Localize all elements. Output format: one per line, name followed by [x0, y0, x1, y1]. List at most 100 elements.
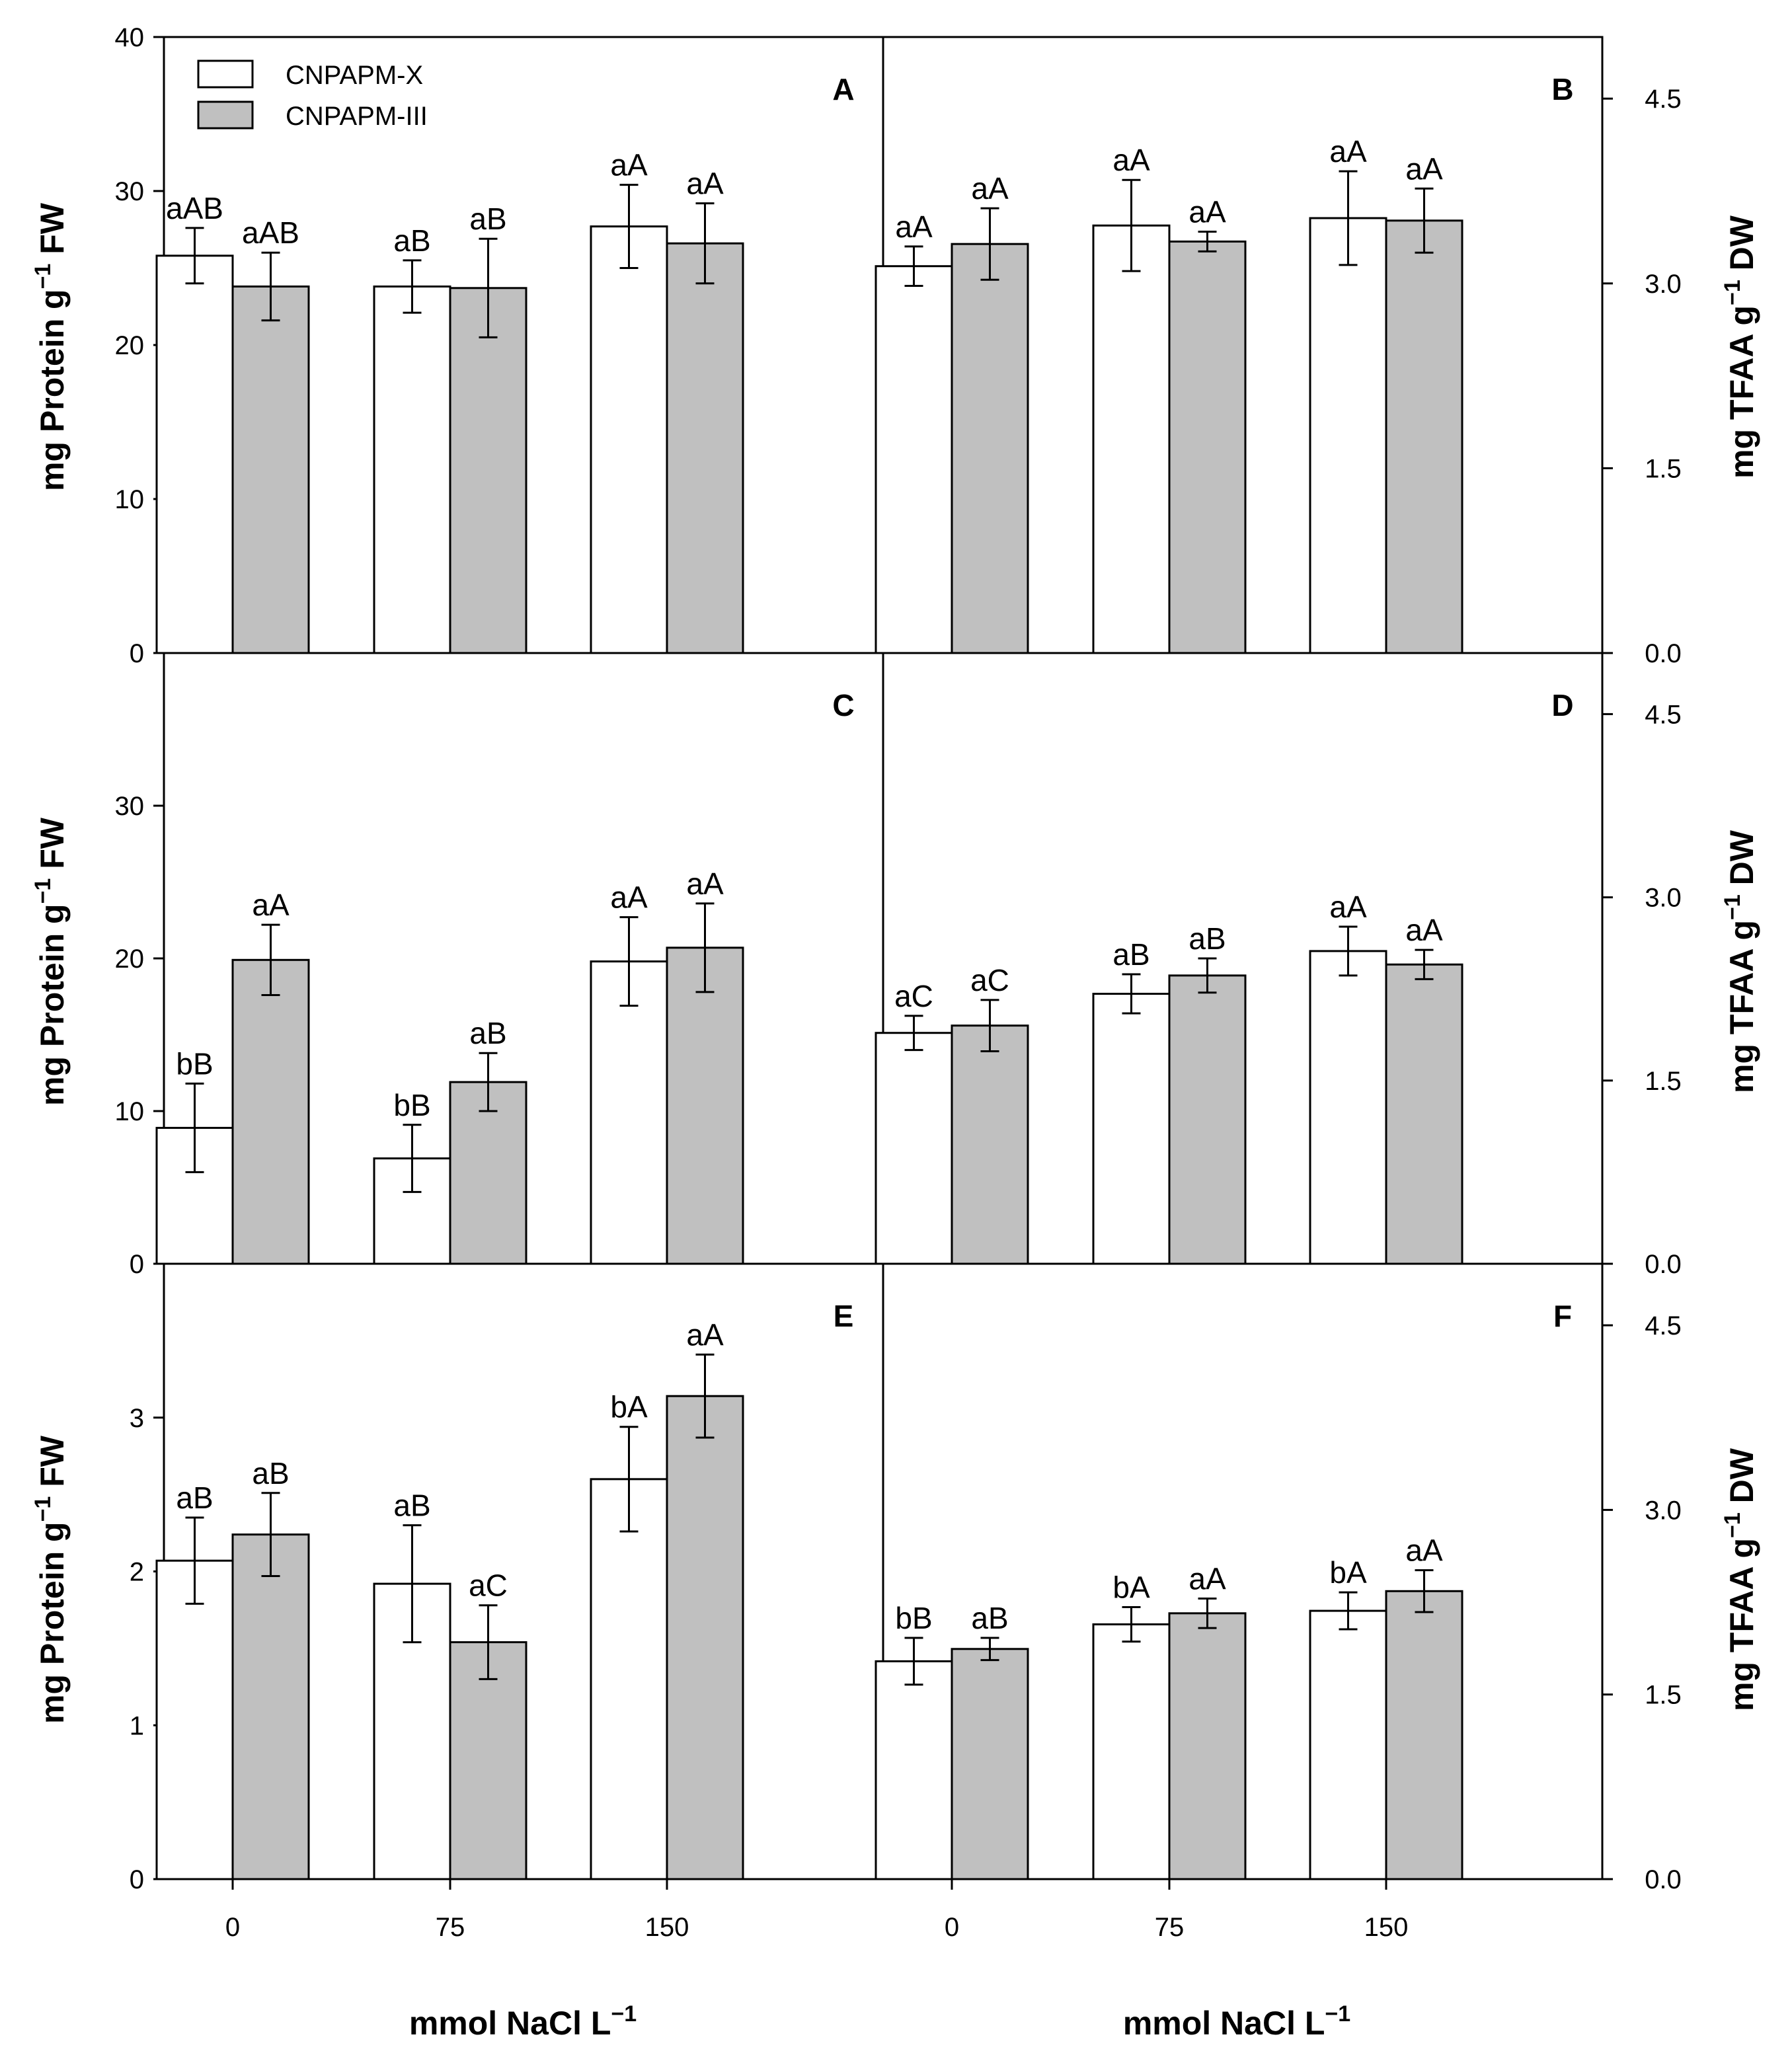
svg-text:mg Protein g−1 FW: mg Protein g−1 FW	[30, 202, 71, 491]
y-tick-label: 4.5	[1645, 700, 1682, 729]
y-tick-label: 3.0	[1645, 270, 1682, 299]
y-tick-label: 1.5	[1645, 454, 1682, 483]
significance-label: bA	[1112, 1570, 1150, 1604]
bar	[951, 1648, 1029, 1880]
y-axis-title-left-middle: mg Protein g−1 FW	[30, 817, 71, 1106]
significance-label: bB	[176, 1046, 213, 1081]
y-axis-title-left-bottom: mg Protein g−1 FW	[30, 1435, 71, 1724]
panel-letter-a: A	[832, 72, 854, 106]
significance-label: aA	[1329, 134, 1367, 169]
xlabel-left-main: mmol NaCl L	[409, 2005, 611, 2042]
ylabel-right-tail: DW	[1723, 215, 1760, 280]
svg-text:mg TFAA g−1 DW: mg TFAA g−1 DW	[1720, 215, 1760, 479]
bar	[875, 265, 953, 654]
y-tick-label: 20	[115, 945, 145, 974]
bar	[1309, 1609, 1387, 1880]
bar	[1092, 1623, 1171, 1880]
panel-f: 0.0 1.5 3.0 4.5 0 75 150 bB bA bA aB aA aA F	[875, 1262, 1682, 1942]
y-tick-label: 0.0	[1645, 639, 1682, 668]
panel-letter-c: C	[832, 688, 854, 722]
bar	[1168, 974, 1247, 1265]
y-tick-label: 10	[115, 1097, 145, 1126]
bar	[951, 243, 1029, 654]
y-tick-label: 0	[130, 639, 144, 668]
ylabel-left-main: mg Protein g	[34, 904, 71, 1106]
bar	[1385, 1590, 1463, 1880]
panel-e: 0 1 2 3 0 75 150 aB aB bA aB aC aA E	[130, 1262, 884, 1942]
significance-label: aA	[686, 867, 724, 901]
significance-label: aB	[393, 1488, 430, 1523]
ylabel-right-sup: −1	[1720, 894, 1745, 920]
significance-label: aA	[1405, 151, 1443, 186]
ylabel-left-sup: −1	[30, 264, 56, 290]
bar	[666, 946, 744, 1265]
panel-b: 0.0 1.5 3.0 4.5 aA aA aA aA aA aA B	[875, 36, 1682, 668]
significance-label: aAB	[166, 191, 223, 225]
significance-label: aA	[1405, 1533, 1443, 1568]
svg-text:mg Protein g−1 FW: mg Protein g−1 FW	[30, 1435, 71, 1724]
ylabel-right-main: mg TFAA g	[1723, 1538, 1760, 1711]
y-tick-label: 0.0	[1645, 1250, 1682, 1279]
x-tick-label: 0	[225, 1913, 240, 1942]
ylabel-right-sup: −1	[1720, 280, 1745, 305]
panel-d: 0.0 1.5 3.0 4.5 aC aB aA aC aB aA D	[875, 652, 1682, 1279]
significance-label: aB	[393, 223, 430, 258]
significance-label: bA	[610, 1390, 648, 1424]
y-tick-label: 3	[130, 1404, 144, 1433]
significance-label: aB	[1112, 937, 1149, 972]
legend-label-cnpapm-iii: CNPAPM-III	[286, 102, 428, 131]
bar	[1168, 1612, 1247, 1880]
significance-label: aA	[1188, 195, 1226, 229]
significance-label: aC	[894, 979, 933, 1013]
y-tick-label: 1.5	[1645, 1067, 1682, 1096]
ylabel-right-tail: DW	[1723, 830, 1760, 894]
y-tick-label: 30	[115, 177, 145, 206]
x-tick-label: 150	[1364, 1913, 1409, 1942]
significance-label: aA	[686, 1317, 724, 1352]
bar	[373, 285, 451, 654]
legend-label-cnpapm-x: CNPAPM-X	[286, 61, 423, 90]
ylabel-left-main: mg Protein g	[34, 1522, 71, 1724]
bar	[1092, 993, 1171, 1265]
x-axis-title-left: mmol NaCl L−1	[409, 2001, 637, 2042]
significance-label: bA	[1329, 1555, 1367, 1590]
svg-text:mg Protein g−1 FW: mg Protein g−1 FW	[30, 817, 71, 1106]
xlabel-right-sup: −1	[1325, 2001, 1350, 2027]
significance-label: aA	[1405, 913, 1443, 947]
significance-label: aC	[970, 963, 1009, 997]
bar	[1385, 963, 1463, 1265]
ylabel-right-main: mg TFAA g	[1723, 305, 1760, 479]
bar	[666, 242, 744, 654]
x-axis-title-right: mmol NaCl L−1	[1123, 2001, 1350, 2042]
ylabel-left-tail: FW	[34, 817, 71, 878]
x-tick-label: 150	[645, 1913, 689, 1942]
bar	[590, 1478, 668, 1880]
bar	[231, 1533, 310, 1880]
y-tick-label: 4.5	[1645, 1311, 1682, 1340]
x-tick-label: 75	[1155, 1913, 1185, 1942]
bar	[1092, 224, 1171, 654]
y-tick-label: 0	[130, 1250, 144, 1279]
y-axis-title-left-top: mg Protein g−1 FW	[30, 202, 71, 491]
significance-label: aB	[469, 202, 506, 236]
bar	[449, 287, 527, 654]
y-tick-label: 4.5	[1645, 85, 1682, 114]
ylabel-right-sup: −1	[1720, 1512, 1745, 1538]
svg-text:mg TFAA g−1 DW: mg TFAA g−1 DW	[1720, 1448, 1760, 1711]
y-tick-label: 1	[130, 1711, 144, 1740]
bar	[155, 254, 234, 654]
panel-a: 0 10 20 30 40 aAB aB aA aAB aB aA A	[115, 23, 884, 668]
significance-label: aB	[252, 1456, 289, 1490]
panel-letter-d: D	[1551, 688, 1573, 722]
bar	[1309, 950, 1387, 1265]
ylabel-right-main: mg TFAA g	[1723, 920, 1760, 1093]
bar	[666, 1395, 744, 1880]
legend-swatch-cnpapm-iii	[197, 100, 254, 130]
ylabel-left-sup: −1	[30, 1496, 56, 1522]
y-tick-label: 0.0	[1645, 1865, 1682, 1894]
bar	[1309, 217, 1387, 654]
bar	[231, 285, 310, 654]
significance-label: aB	[1188, 921, 1226, 956]
significance-label: aA	[895, 210, 933, 244]
